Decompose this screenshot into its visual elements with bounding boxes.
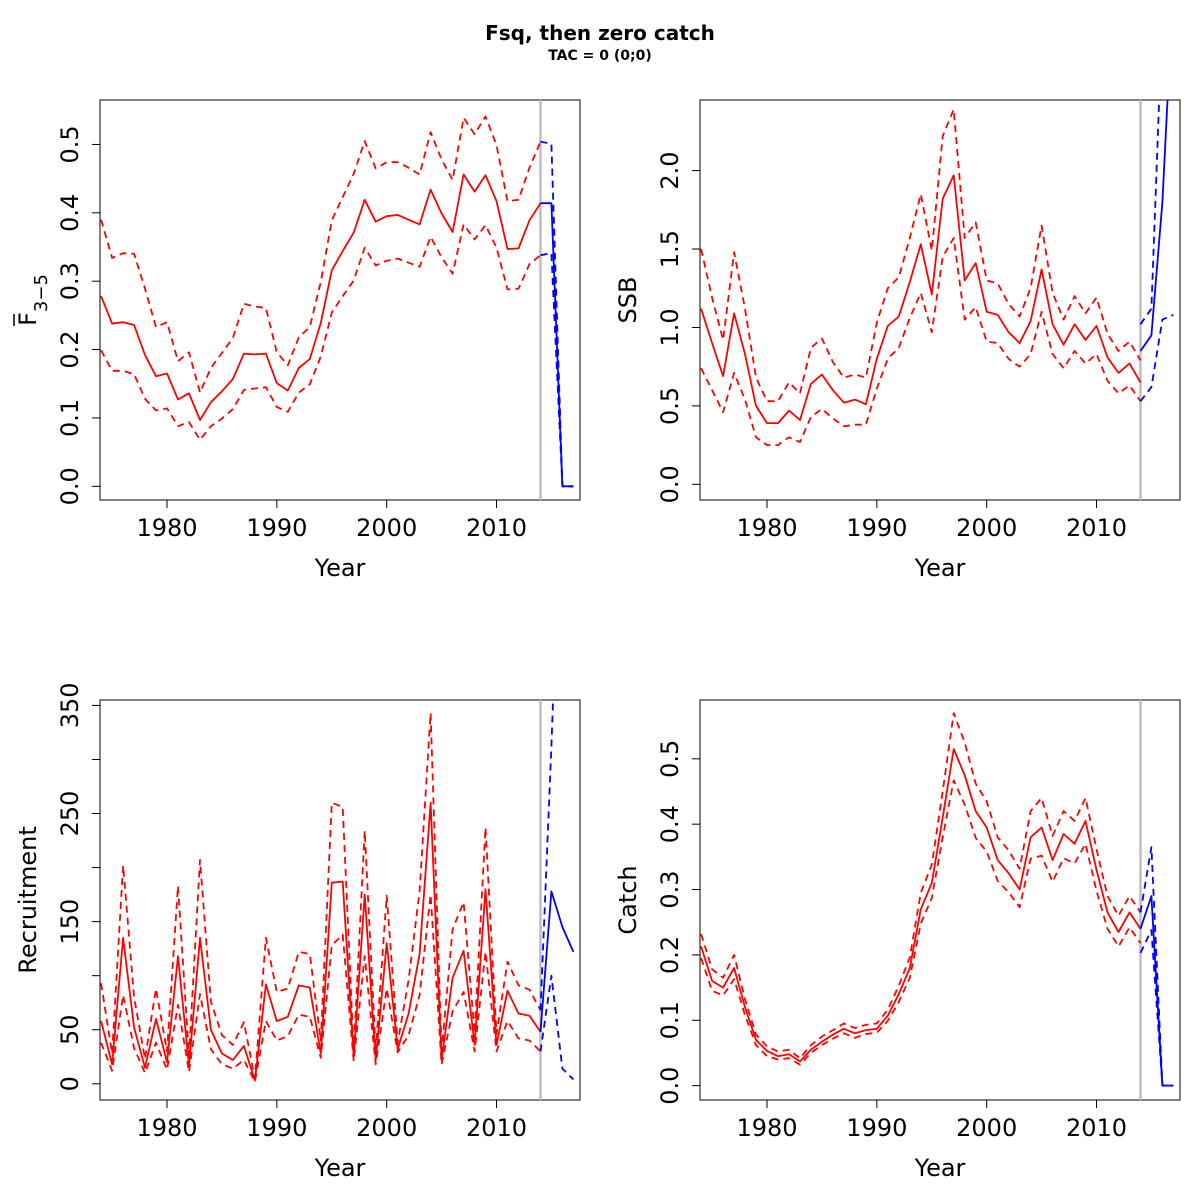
figure-title: Fsq, then zero catch [485, 21, 715, 45]
fbar-xlabel: Year [314, 554, 366, 582]
fbar-ytick-label: 0.0 [56, 467, 84, 505]
ssb-xlabel: Year [914, 554, 966, 582]
fbar-ytick-label: 0.3 [56, 262, 84, 300]
catch-ylabel-main: Catch [614, 865, 642, 934]
fbar-xtick-label: 1980 [136, 514, 197, 542]
ssb-ytick-label: 2.0 [656, 152, 684, 190]
catch-ytick-label: 0.4 [656, 805, 684, 843]
ssb-hist-lower-line [700, 237, 1142, 447]
rec-hist-lower-line [100, 893, 542, 1083]
catch-panel: 1980 1990 2000 2010 0.0 0.1 0.2 0.3 0.4 0.5 Year Ca… [614, 699, 1181, 1182]
ssb-plot-area [700, 100, 1174, 500]
ssb-plot-frame [699, 99, 1181, 501]
catch-hist-lower-line [700, 779, 1142, 1066]
fbar-xtick-label: 2000 [356, 514, 417, 542]
catch-ylabel: Catch [614, 865, 642, 934]
ssb-hist-upper-line [700, 108, 1142, 403]
rec-ylabel: Recruitment [14, 826, 42, 973]
rec-xtick-label: 2000 [356, 1114, 417, 1142]
rec-plot-area [100, 700, 575, 1100]
catch-ytick-label: 0.1 [656, 1001, 684, 1039]
fbar-ytick-label: 0.1 [56, 399, 84, 437]
rec-plot-frame [99, 699, 581, 1101]
rec-xlabel: Year [314, 1154, 366, 1182]
catch-hist-median-line [700, 748, 1142, 1063]
catch-plot-area [700, 700, 1174, 1100]
rec-hist-upper-line [100, 712, 542, 1080]
ssb-ylabel-main: SSB [614, 277, 642, 324]
catch-proj-upper-line [1139, 846, 1174, 1087]
rec-xtick-label: 2010 [466, 1114, 527, 1142]
catch-hist-upper-line [700, 712, 1142, 1060]
rec-proj-upper-line [539, 700, 554, 1011]
fbar-hist-median-line [100, 173, 542, 421]
fbar-hist-upper-line [100, 115, 542, 394]
ssb-hist-median-line [700, 174, 1142, 425]
rec-proj-median-line [539, 890, 575, 1032]
ssb-panel: 1980 1990 2000 2010 0.0 0.5 1.0 1.5 2.0 Year SSB [614, 99, 1181, 582]
catch-ytick-label: 0.2 [656, 936, 684, 974]
rec-proj-lower-line [539, 974, 575, 1081]
fbar-xtick-label: 1990 [246, 514, 307, 542]
rec-ytick-label: 50 [56, 1014, 84, 1045]
ssb-proj-median-line [1139, 100, 1169, 352]
fbar-ytick-label: 0.4 [56, 194, 84, 232]
ssb-xtick-label: 1980 [736, 514, 797, 542]
fbar-ylabel-main: F [14, 312, 42, 326]
ssb-proj-lower-line [1139, 314, 1174, 402]
catch-xtick-label: 1990 [846, 1114, 907, 1142]
rec-xtick-label: 1990 [246, 1114, 307, 1142]
ssb-ytick-label: 1.0 [656, 308, 684, 346]
rec-ytick-label: 250 [56, 791, 84, 837]
panel-grid: 1980 1990 2000 20100.00.10.20.30.40.5YearF3… [13, 99, 1181, 1182]
ssb-xtick-label: 1990 [846, 514, 907, 542]
rec-hist-median-line [100, 801, 542, 1082]
figure-subtitle: TAC = 0 (0;0) [548, 48, 652, 64]
fbar-proj-lower-line [540, 252, 574, 488]
catch-xtick-label: 1980 [736, 1114, 797, 1142]
ssb-ytick-label: 0.5 [656, 387, 684, 425]
rec-ytick-label: 150 [56, 899, 84, 945]
ssb-xtick-label: 2000 [956, 514, 1017, 542]
catch-xtick-label: 2000 [956, 1114, 1017, 1142]
rec-panel: 1980 1990 2000 2010 0 50 150 250 350 Year Recruitm… [14, 682, 581, 1182]
rec-xtick-label: 1980 [136, 1114, 197, 1142]
ssb-xtick-label: 2010 [1066, 514, 1127, 542]
fbar-plot-area [100, 100, 574, 500]
fbar-xtick-label: 2010 [466, 514, 527, 542]
ssb-ylabel: SSB [614, 277, 642, 324]
ssb-ytick-label: 1.5 [656, 230, 684, 268]
rec-ytick-label: 350 [56, 682, 84, 728]
ssb-ytick-label: 0.0 [656, 465, 684, 503]
catch-plot-frame [699, 699, 1181, 1101]
catch-ytick-label: 0.3 [656, 870, 684, 908]
fbar-hist-lower-line [100, 223, 542, 441]
catch-ytick-label: 0.0 [656, 1067, 684, 1105]
fbar-plot-frame [99, 99, 581, 501]
fbar-ytick-label: 0.2 [56, 330, 84, 368]
fbar-ytick-label: 0.5 [56, 125, 84, 163]
catch-ytick-label: 0.5 [656, 740, 684, 778]
catch-xlabel: Year [914, 1154, 966, 1182]
fbar-panel: 1980 1990 2000 2010 0.0 0.1 0.2 0.3 0.4 0.5 Year F3… [13, 99, 581, 582]
fbar-proj-median-line [540, 202, 574, 488]
catch-proj-median-line [1139, 895, 1174, 1087]
rec-ytick-label: 0 [56, 1076, 84, 1091]
catch-xtick-label: 2010 [1066, 1114, 1127, 1142]
rec-ylabel-main: Recruitment [14, 826, 42, 973]
fbar-proj-upper-line [540, 140, 574, 488]
fbar-ylabel-sub: 3−5 [31, 274, 52, 312]
fbar-ylabel: F3−5 [14, 274, 52, 326]
